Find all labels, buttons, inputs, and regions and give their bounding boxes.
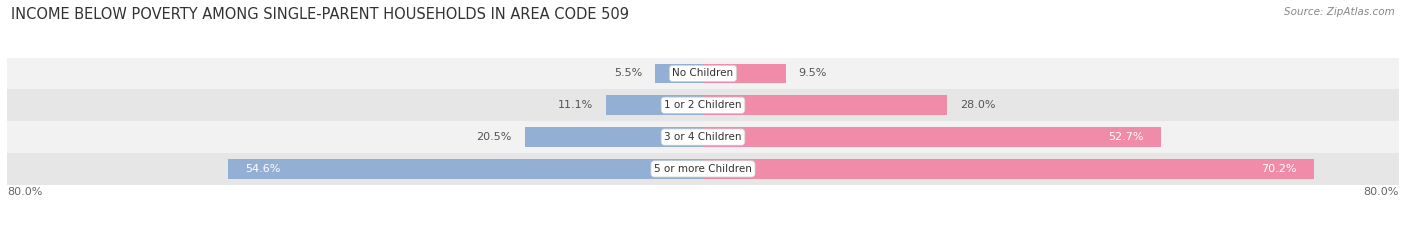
Text: 54.6%: 54.6%: [246, 164, 281, 174]
Bar: [7, 121, 1399, 153]
Bar: [703, 95, 946, 115]
Text: No Children: No Children: [672, 69, 734, 79]
Bar: [703, 64, 786, 83]
Bar: [228, 159, 703, 179]
Bar: [703, 159, 1313, 179]
Text: INCOME BELOW POVERTY AMONG SINGLE-PARENT HOUSEHOLDS IN AREA CODE 509: INCOME BELOW POVERTY AMONG SINGLE-PARENT…: [11, 7, 630, 22]
Text: 28.0%: 28.0%: [960, 100, 995, 110]
Bar: [524, 127, 703, 147]
Text: 5 or more Children: 5 or more Children: [654, 164, 752, 174]
Text: Source: ZipAtlas.com: Source: ZipAtlas.com: [1284, 7, 1395, 17]
Text: 20.5%: 20.5%: [477, 132, 512, 142]
Bar: [703, 127, 1161, 147]
Text: 1 or 2 Children: 1 or 2 Children: [664, 100, 742, 110]
Bar: [7, 58, 1399, 89]
Text: 3 or 4 Children: 3 or 4 Children: [664, 132, 742, 142]
Text: 11.1%: 11.1%: [558, 100, 593, 110]
Bar: [7, 89, 1399, 121]
Text: 80.0%: 80.0%: [1364, 187, 1399, 197]
Text: 80.0%: 80.0%: [7, 187, 42, 197]
Text: 9.5%: 9.5%: [799, 69, 827, 79]
Text: 70.2%: 70.2%: [1261, 164, 1296, 174]
Bar: [7, 153, 1399, 185]
Text: 5.5%: 5.5%: [614, 69, 643, 79]
Text: 52.7%: 52.7%: [1108, 132, 1144, 142]
Bar: [655, 64, 703, 83]
Bar: [606, 95, 703, 115]
